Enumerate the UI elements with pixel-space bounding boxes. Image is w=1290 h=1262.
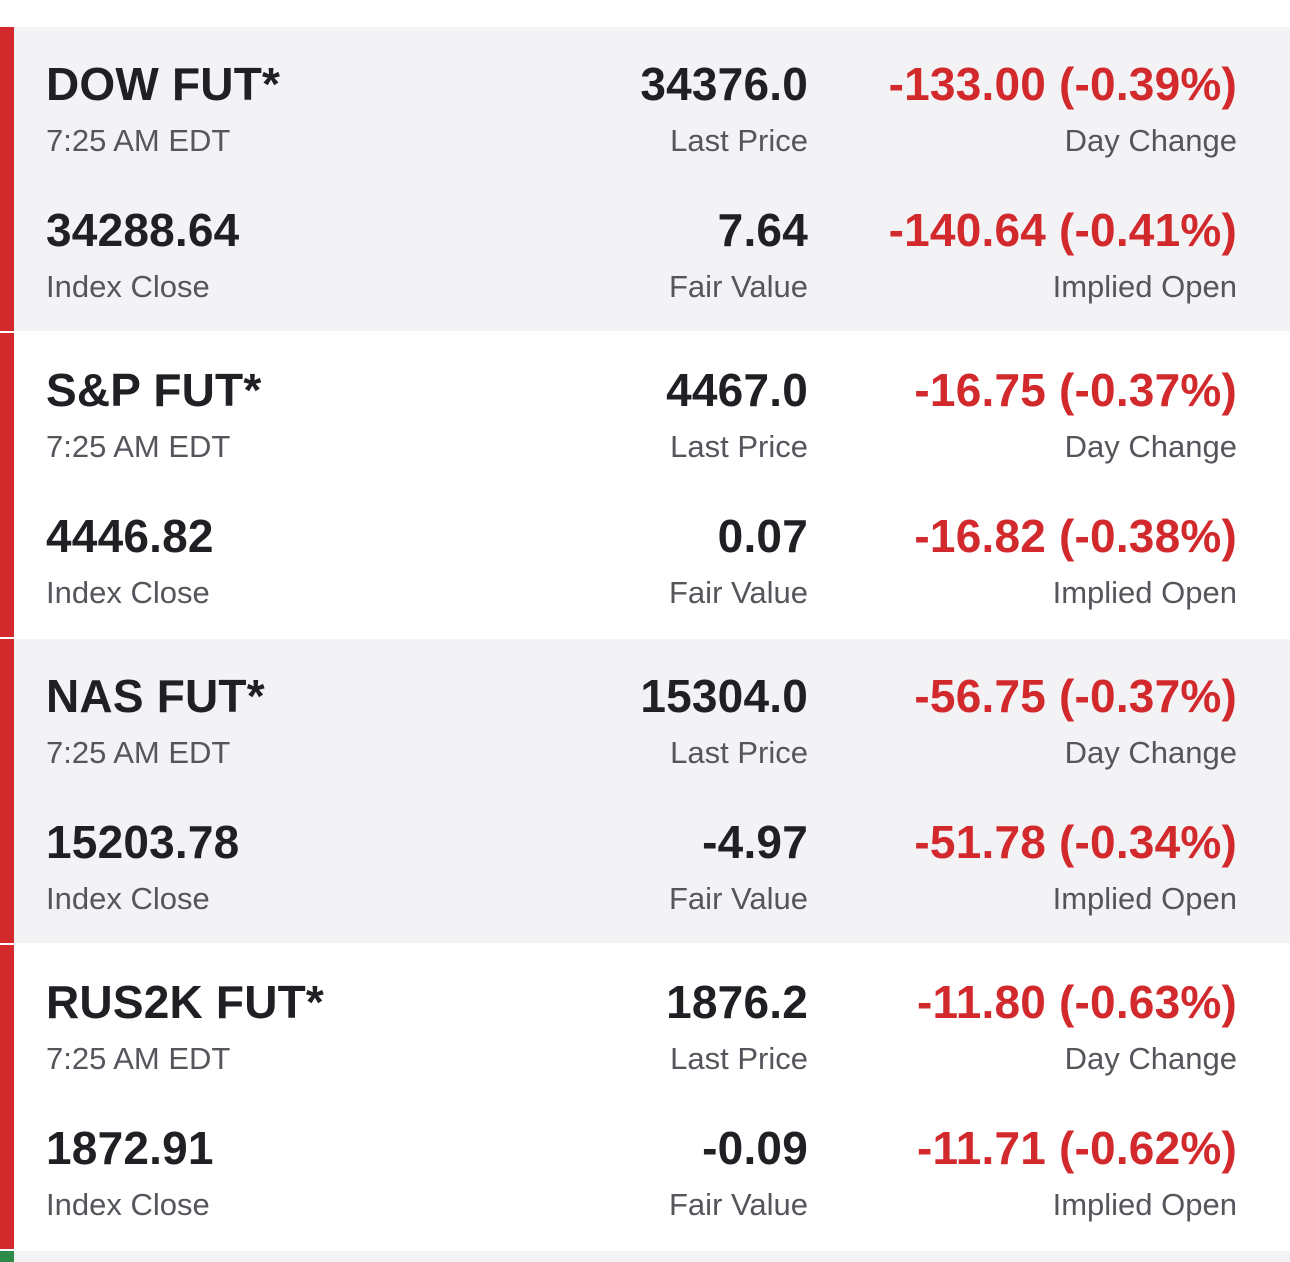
negative-indicator-bar <box>0 333 14 637</box>
futures-row-rus2k[interactable]: RUS2K FUT* 7:25 AM EDT 1876.2 Last Price… <box>0 945 1290 1251</box>
last-price-label: Last Price <box>670 429 808 464</box>
negative-indicator-bar <box>0 945 14 1249</box>
implied-open-value: -11.71 (-0.62%) <box>916 1122 1237 1174</box>
top-spacer <box>0 0 1290 27</box>
index-close-label: Index Close <box>46 881 210 916</box>
implied-open-value: -16.82 (-0.38%) <box>914 510 1237 562</box>
index-close-label: Index Close <box>46 269 210 304</box>
last-price-value: 1876.2 <box>666 976 808 1028</box>
day-change-value: -16.75 (-0.37%) <box>914 364 1237 416</box>
index-close-label: Index Close <box>46 1187 210 1222</box>
day-change-label: Day Change <box>1064 1041 1237 1076</box>
quote-time: 7:25 AM EDT <box>46 1041 231 1076</box>
row-divider <box>0 331 1290 333</box>
implied-open-value: -140.64 (-0.41%) <box>888 204 1237 256</box>
quote-time: 7:25 AM EDT <box>46 429 231 464</box>
day-change-label: Day Change <box>1064 429 1237 464</box>
last-price-label: Last Price <box>670 735 808 770</box>
future-name: RUS2K FUT* <box>46 976 325 1028</box>
implied-open-label: Implied Open <box>1052 881 1237 916</box>
fair-value-value: -0.09 <box>702 1122 808 1174</box>
implied-open-value: -51.78 (-0.34%) <box>914 816 1237 868</box>
future-name: S&P FUT* <box>46 364 262 416</box>
last-price-value: 15304.0 <box>640 670 808 722</box>
quote-time: 7:25 AM EDT <box>46 735 231 770</box>
last-price-label: Last Price <box>670 1041 808 1076</box>
last-price-value: 34376.0 <box>640 58 808 110</box>
future-name: DOW FUT* <box>46 58 281 110</box>
fair-value-value: -4.97 <box>702 816 808 868</box>
quote-time: 7:25 AM EDT <box>46 123 231 158</box>
fair-value-label: Fair Value <box>669 881 808 916</box>
fair-value-label: Fair Value <box>669 269 808 304</box>
future-name: NAS FUT* <box>46 670 265 722</box>
last-price-value: 4467.0 <box>666 364 808 416</box>
row-divider <box>0 943 1290 945</box>
last-price-label: Last Price <box>670 123 808 158</box>
index-close-value: 1872.91 <box>46 1122 214 1174</box>
day-change-label: Day Change <box>1064 735 1237 770</box>
fair-value-label: Fair Value <box>669 575 808 610</box>
next-row-peek[interactable] <box>0 1251 1290 1262</box>
implied-open-label: Implied Open <box>1052 269 1237 304</box>
day-change-label: Day Change <box>1064 123 1237 158</box>
day-change-value: -56.75 (-0.37%) <box>914 670 1237 722</box>
fair-value-label: Fair Value <box>669 1187 808 1222</box>
futures-list: DOW FUT* 7:25 AM EDT 34376.0 Last Price … <box>0 27 1290 1251</box>
index-close-value: 15203.78 <box>46 816 240 868</box>
negative-indicator-bar <box>0 27 14 331</box>
index-close-label: Index Close <box>46 575 210 610</box>
fair-value-value: 0.07 <box>717 510 808 562</box>
day-change-value: -133.00 (-0.39%) <box>888 58 1237 110</box>
positive-indicator-bar <box>0 1251 14 1262</box>
futures-row-dow[interactable]: DOW FUT* 7:25 AM EDT 34376.0 Last Price … <box>0 27 1290 333</box>
implied-open-label: Implied Open <box>1052 1187 1237 1222</box>
futures-row-sp[interactable]: S&P FUT* 7:25 AM EDT 4467.0 Last Price -… <box>0 333 1290 639</box>
index-close-value: 34288.64 <box>46 204 240 256</box>
negative-indicator-bar <box>0 639 14 943</box>
futures-row-nas[interactable]: NAS FUT* 7:25 AM EDT 15304.0 Last Price … <box>0 639 1290 945</box>
index-close-value: 4446.82 <box>46 510 214 562</box>
fair-value-value: 7.64 <box>717 204 808 256</box>
row-divider <box>0 637 1290 639</box>
day-change-value: -11.80 (-0.63%) <box>916 976 1237 1028</box>
implied-open-label: Implied Open <box>1052 575 1237 610</box>
